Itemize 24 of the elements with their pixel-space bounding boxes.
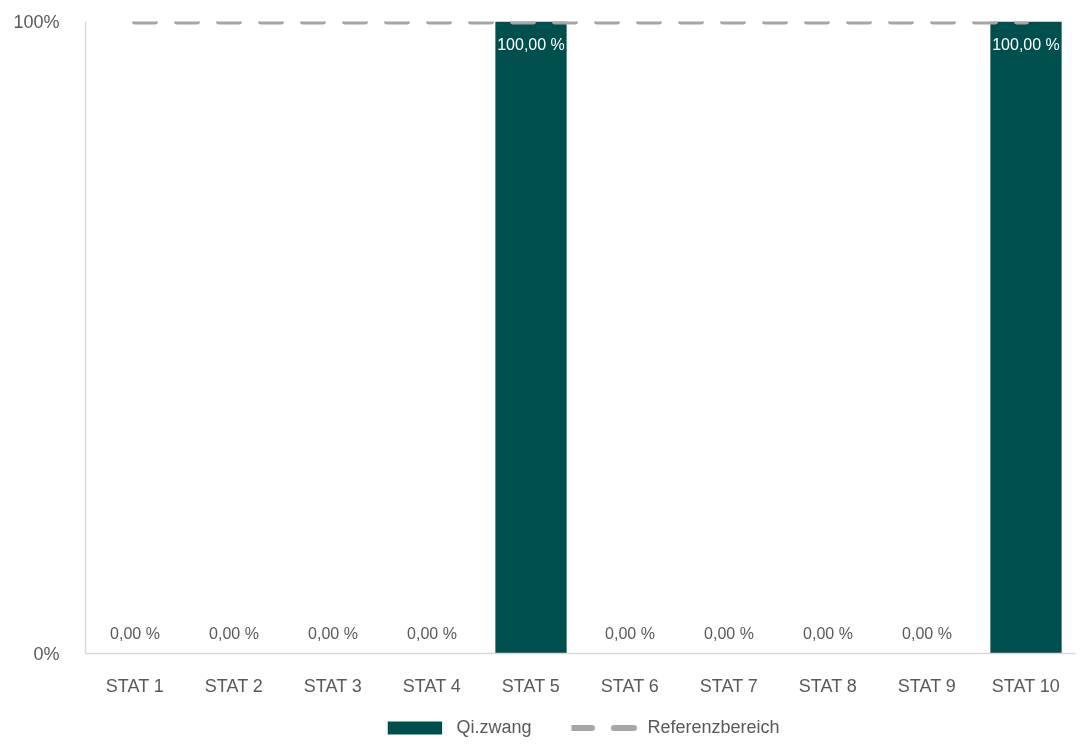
x-tick-label: STAT 2 [204,675,263,696]
data-label: 100,00 % [992,35,1060,53]
x-tick-label: STAT 3 [303,675,362,696]
data-label: 0,00 % [902,624,952,642]
x-tick-label: STAT 10 [991,675,1060,696]
y-tick-label: 100% [13,11,60,32]
data-label: 100,00 % [497,35,565,53]
x-tick-label: STAT 5 [501,675,560,696]
data-label: 0,00 % [308,624,358,642]
x-tick-label: STAT 6 [600,675,659,696]
x-tick-label: STAT 1 [105,675,164,696]
data-label: 0,00 % [704,624,754,642]
data-label: 0,00 % [209,624,259,642]
x-tick-label: STAT 4 [402,675,461,696]
x-tick-label: STAT 8 [798,675,857,696]
legend-label: Qi.zwang [456,716,532,738]
legend-label: Referenzbereich [647,716,780,738]
x-tick-label: STAT 7 [699,675,758,696]
y-tick-label: 0% [33,643,60,664]
data-label: 0,00 % [803,624,853,642]
data-label: 0,00 % [110,624,160,642]
x-tick-label: STAT 9 [897,675,956,696]
data-label: 0,00 % [605,624,655,642]
data-label: 0,00 % [407,624,457,642]
